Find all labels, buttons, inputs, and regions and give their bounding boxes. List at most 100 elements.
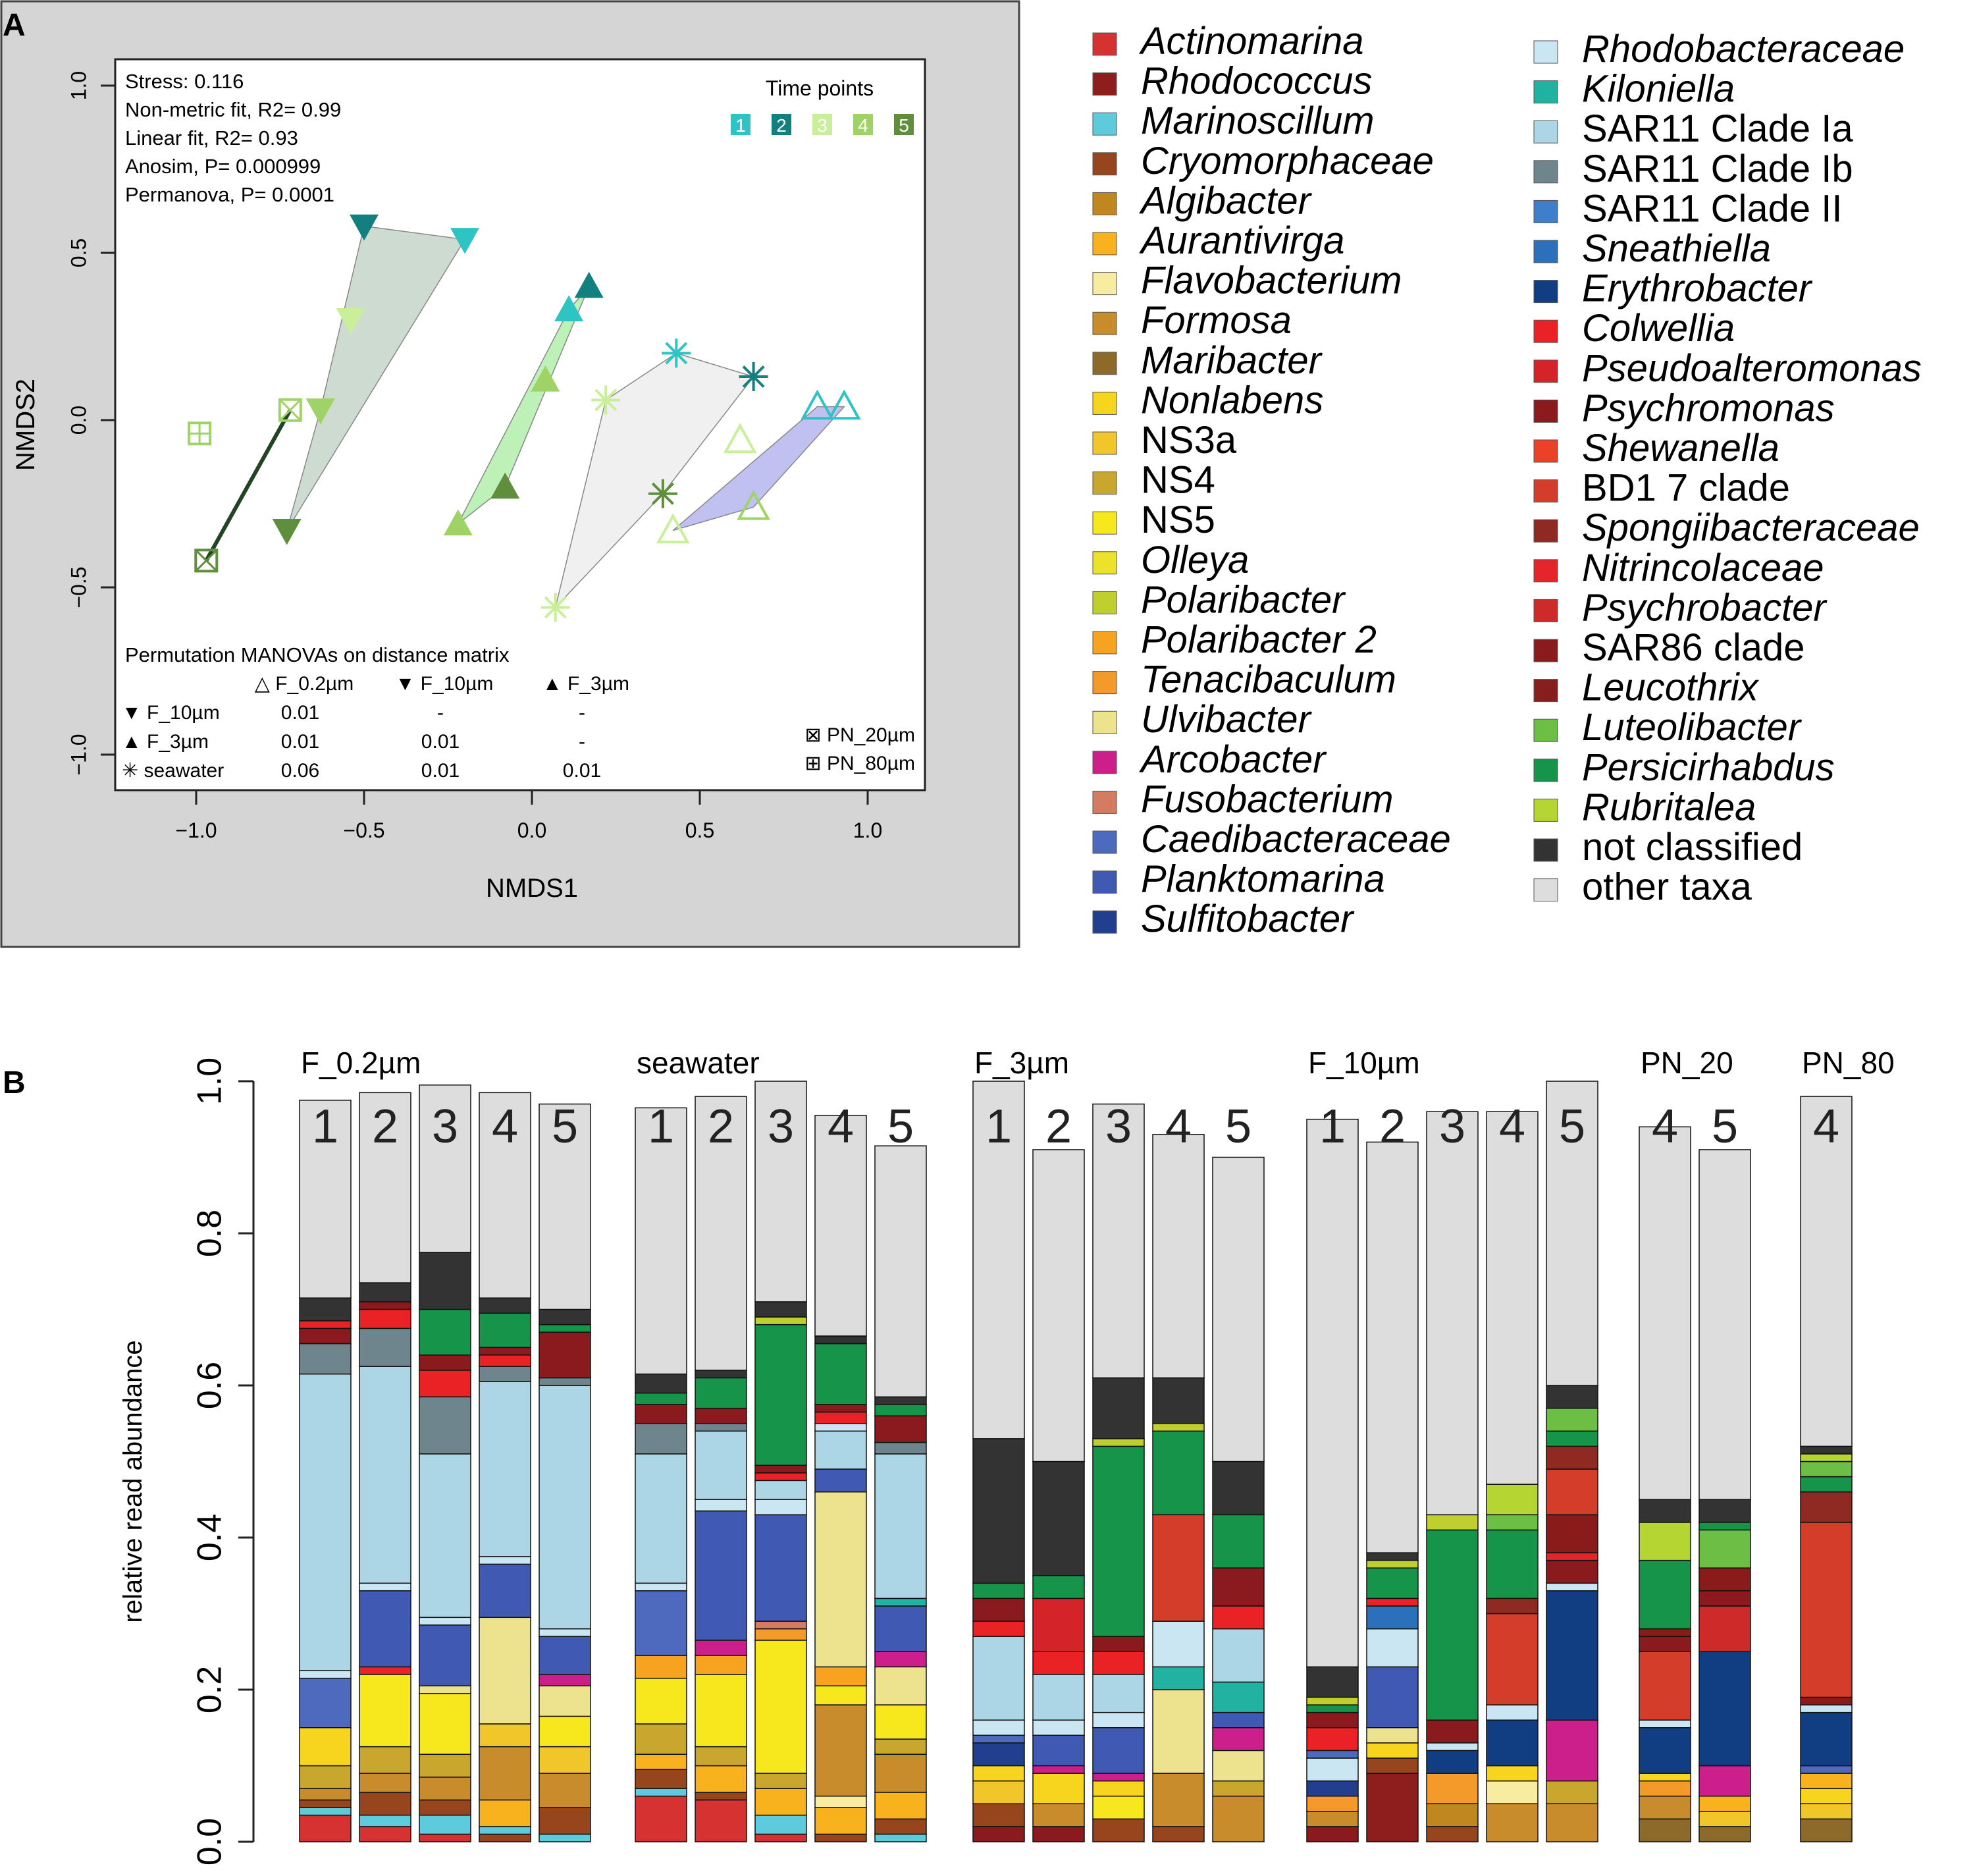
legend-swatch: [1533, 759, 1558, 782]
point-pn20m: [194, 549, 219, 573]
legend-label: NS4: [1141, 459, 1215, 502]
bar-label: 1: [1319, 1100, 1346, 1153]
bar-segment: [635, 1655, 687, 1679]
bar-label: 4: [1652, 1100, 1678, 1153]
bar-segment: [419, 1354, 471, 1371]
group-hulls: [204, 225, 845, 610]
bar-segment: [754, 1814, 807, 1835]
bar-segment: [1639, 1719, 1691, 1729]
legend-swatch: [1533, 679, 1558, 703]
bar-segment: [1152, 1514, 1205, 1622]
bar-segment: [1092, 1651, 1145, 1675]
bar-segment: [972, 1081, 1025, 1439]
manova-row-label: ▲ F_3µm: [122, 731, 209, 753]
panel-a-label: A: [3, 8, 26, 43]
bar-group-label: F_3µm: [974, 1046, 1069, 1080]
legend-label: Cryomorphaceae: [1141, 140, 1434, 182]
legend-label: SAR11 Clade Ia: [1582, 107, 1853, 150]
time-points-legend: 1 2 3 4 5: [731, 114, 914, 136]
bar-segment: [635, 1392, 687, 1405]
panel-b-label: B: [3, 1065, 26, 1100]
bar-segment: [814, 1430, 867, 1470]
bar-segment: [359, 1327, 411, 1367]
manova-cell: -: [579, 702, 585, 724]
bar-segment: [874, 1818, 927, 1835]
bar-segment: [1486, 1529, 1539, 1599]
legend-label: SAR11 Clade Ib: [1582, 147, 1853, 190]
bar-label: 4: [1499, 1100, 1525, 1153]
bar-segment: [814, 1468, 867, 1493]
bar-segment: [1800, 1704, 1853, 1713]
legend-swatch: [1533, 519, 1558, 543]
legend-label: Maribacter: [1141, 339, 1323, 382]
bar: 5: [1546, 1081, 1598, 1842]
bar-segment: [1800, 1818, 1853, 1842]
bar-segment: [1486, 1704, 1539, 1721]
time-point-label: 2: [776, 115, 787, 136]
bar-segment: [754, 1301, 807, 1318]
pn-legend: ⊠ PN_20µm ⊞ PN_80µm: [805, 724, 915, 774]
point-f3m: [443, 509, 473, 536]
bar-segment: [1486, 1111, 1539, 1485]
bar-segment: [359, 1282, 411, 1302]
manova-column-header: △ F_0.2µm: [255, 673, 354, 695]
bar-segment: [1800, 1476, 1853, 1493]
manova-cell: 0.01: [281, 731, 319, 753]
bar-label: 3: [768, 1100, 794, 1153]
legend-label: not classified: [1582, 826, 1803, 869]
bar-segment: [1698, 1529, 1751, 1568]
box-outline: [278, 398, 302, 422]
bar-label: 5: [1225, 1100, 1251, 1153]
bar-segment: [1639, 1818, 1691, 1842]
bar-segment: [1698, 1605, 1751, 1652]
bar-segment: [1800, 1453, 1853, 1462]
bar-segment: [1698, 1826, 1751, 1842]
taxa-legend: ActinomarinaRhodococcusMarinoscillumCryo…: [1092, 20, 1922, 940]
star-stroke: [544, 596, 567, 619]
time-point-swatch: [812, 114, 832, 135]
bar-segment: [874, 1833, 927, 1842]
bar-segment: [1639, 1795, 1691, 1820]
bar-segment: [1800, 1445, 1853, 1455]
legend-swatch: [1092, 272, 1117, 296]
legend-swatch: [1092, 511, 1117, 535]
bar-segment: [359, 1826, 411, 1842]
bar: 2: [1366, 1100, 1419, 1842]
legend-swatch: [1533, 479, 1558, 503]
bar-segment: [695, 1423, 747, 1432]
bar-segment: [1032, 1461, 1085, 1576]
bar-segment: [1092, 1445, 1145, 1637]
bar-segment: [1152, 1773, 1205, 1827]
legend-swatch: [1533, 559, 1558, 583]
bar-segment: [695, 1510, 747, 1641]
legend-swatch: [1533, 399, 1558, 423]
bar-segment: [1032, 1651, 1085, 1675]
bar-segment: [695, 1792, 747, 1801]
bar-segment: [359, 1746, 411, 1774]
bar-segment: [1092, 1773, 1145, 1782]
bar-segment: [1212, 1567, 1265, 1607]
point-f02m: [827, 389, 861, 420]
bar-segment: [874, 1651, 927, 1668]
bar-segment: [1639, 1727, 1691, 1774]
bar-segment: [754, 1480, 807, 1500]
bar-segment: [1800, 1461, 1853, 1478]
bar-segment: [1639, 1780, 1691, 1797]
bar: 5: [1698, 1100, 1751, 1842]
bar-segment: [1092, 1711, 1145, 1729]
bar-segment: [1546, 1803, 1598, 1842]
y-tick-label: −1.0: [66, 734, 90, 775]
legend-swatch: [1092, 751, 1117, 774]
bar-segment: [299, 1320, 352, 1329]
bar-label: 5: [1712, 1100, 1738, 1153]
bar-segment: [1698, 1499, 1751, 1523]
bar-segment: [1092, 1103, 1145, 1379]
pn-legend-item: ⊞ PN_80µm: [805, 753, 915, 774]
bar-segment: [972, 1734, 1025, 1744]
nmds-points: [188, 214, 861, 622]
bar-segment: [1032, 1674, 1085, 1721]
point-seawater: [540, 593, 570, 622]
bar-segment: [359, 1308, 411, 1329]
bar-segment: [1698, 1522, 1751, 1531]
bar-segment: [419, 1833, 471, 1842]
